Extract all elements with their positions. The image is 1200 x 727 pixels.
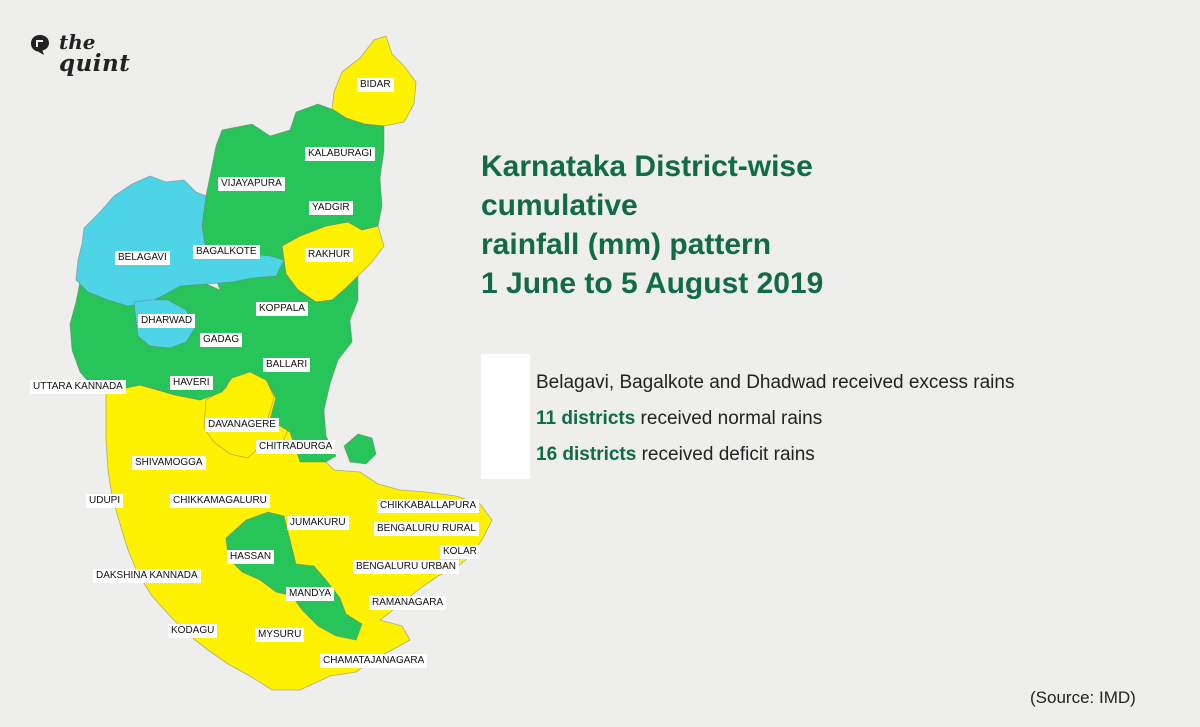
legend-item-excess: Belagavi, Bagalkote and Dhadwad received… <box>536 372 1014 394</box>
district-label-ramanagara: RAMANAGARA <box>369 596 447 610</box>
district-east-normal-blob <box>343 433 377 465</box>
district-label-belagavi: BELAGAVI <box>115 251 170 265</box>
legend-item-excess-text: Belagavi, Bagalkote and Dhadwad received… <box>536 372 1015 393</box>
title-line-1: Karnataka District-wise <box>481 150 813 183</box>
districts <box>69 35 493 691</box>
title-line-4: 1 June to 5 August 2019 <box>481 267 824 300</box>
legend-item-normal-bold: 11 districts <box>536 408 636 429</box>
district-label-rakhur: RAKHUR <box>305 248 354 262</box>
district-label-kolar: KOLAR <box>440 545 480 559</box>
logo-text-quint: quint <box>59 50 131 77</box>
district-hassan-mandya <box>225 511 363 641</box>
source-note: (Source: IMD) <box>1030 688 1136 707</box>
the-quint-logo: the quint <box>26 30 146 80</box>
legend-item-normal-text: received normal rains <box>635 408 823 429</box>
map-title: Karnataka District-wise cumulative rainf… <box>481 147 823 303</box>
district-label-bengaluru-urban: BENGALURU URBAN <box>353 560 460 574</box>
district-label-shivamogga: SHIVAMOGGA <box>132 456 206 470</box>
district-label-chitradurga: CHITRADURGA <box>256 440 336 454</box>
district-label-ballari: BALLARI <box>263 358 311 372</box>
district-label-bagalkote: BAGALKOTE <box>193 245 260 259</box>
district-label-mandya: MANDYA <box>286 587 335 601</box>
district-belagavi-bagalkote <box>75 175 285 307</box>
district-label-udupi: UDUPI <box>86 494 124 508</box>
district-label-davanagere: DAVANAGERE <box>205 418 279 432</box>
legend-swatch-excess <box>489 366 522 395</box>
legend-swatch-normal <box>489 402 522 431</box>
district-label-bidar: BIDAR <box>357 78 394 92</box>
district-label-vijayapura: VIJAYAPURA <box>218 177 285 191</box>
legend-item-deficit: 16 districts received deficit rains <box>536 444 815 466</box>
legend-item-deficit-bold: 16 districts <box>536 444 637 465</box>
district-label-gadag: GADAG <box>200 333 243 347</box>
title-line-2: cumulative <box>481 189 638 222</box>
district-label-jumakuru: JUMAKURU <box>287 516 349 530</box>
district-label-haveri: HAVERI <box>170 376 213 390</box>
district-label-chikkaballapura: CHIKKABALLAPURA <box>377 499 480 513</box>
legend-swatch-deficit <box>489 438 522 467</box>
district-label-uttara-kannada: UTTARA KANNADA <box>30 380 126 394</box>
district-label-hassan: HASSAN <box>227 550 275 564</box>
district-label-chikkamagaluru: CHIKKAMAGALURU <box>170 494 270 508</box>
district-label-mysuru: MYSURU <box>255 628 305 642</box>
district-label-yadgir: YADGIR <box>309 201 353 215</box>
district-label-bengaluru-rural: BENGALURU RURAL <box>374 522 479 536</box>
district-label-kodagu: KODAGU <box>168 624 218 638</box>
legend-item-deficit-text: received deficit rains <box>636 444 815 465</box>
legend-swatch-panel <box>481 354 530 479</box>
speech-bubble-icon <box>31 35 49 55</box>
district-label-koppala: KOPPALA <box>256 302 308 316</box>
district-label-dharwad: DHARWAD <box>138 314 196 328</box>
district-label-kalaburagi: KALABURAGI <box>305 147 375 161</box>
district-label-chamatajanagara: CHAMATAJANAGARA <box>320 654 428 668</box>
logo-text-the: the <box>59 30 96 54</box>
legend-item-normal: 11 districts received normal rains <box>536 408 822 430</box>
title-line-3: rainfall (mm) pattern <box>481 228 772 261</box>
district-label-dakshina-kannada: DAKSHINA KANNADA <box>93 569 201 583</box>
